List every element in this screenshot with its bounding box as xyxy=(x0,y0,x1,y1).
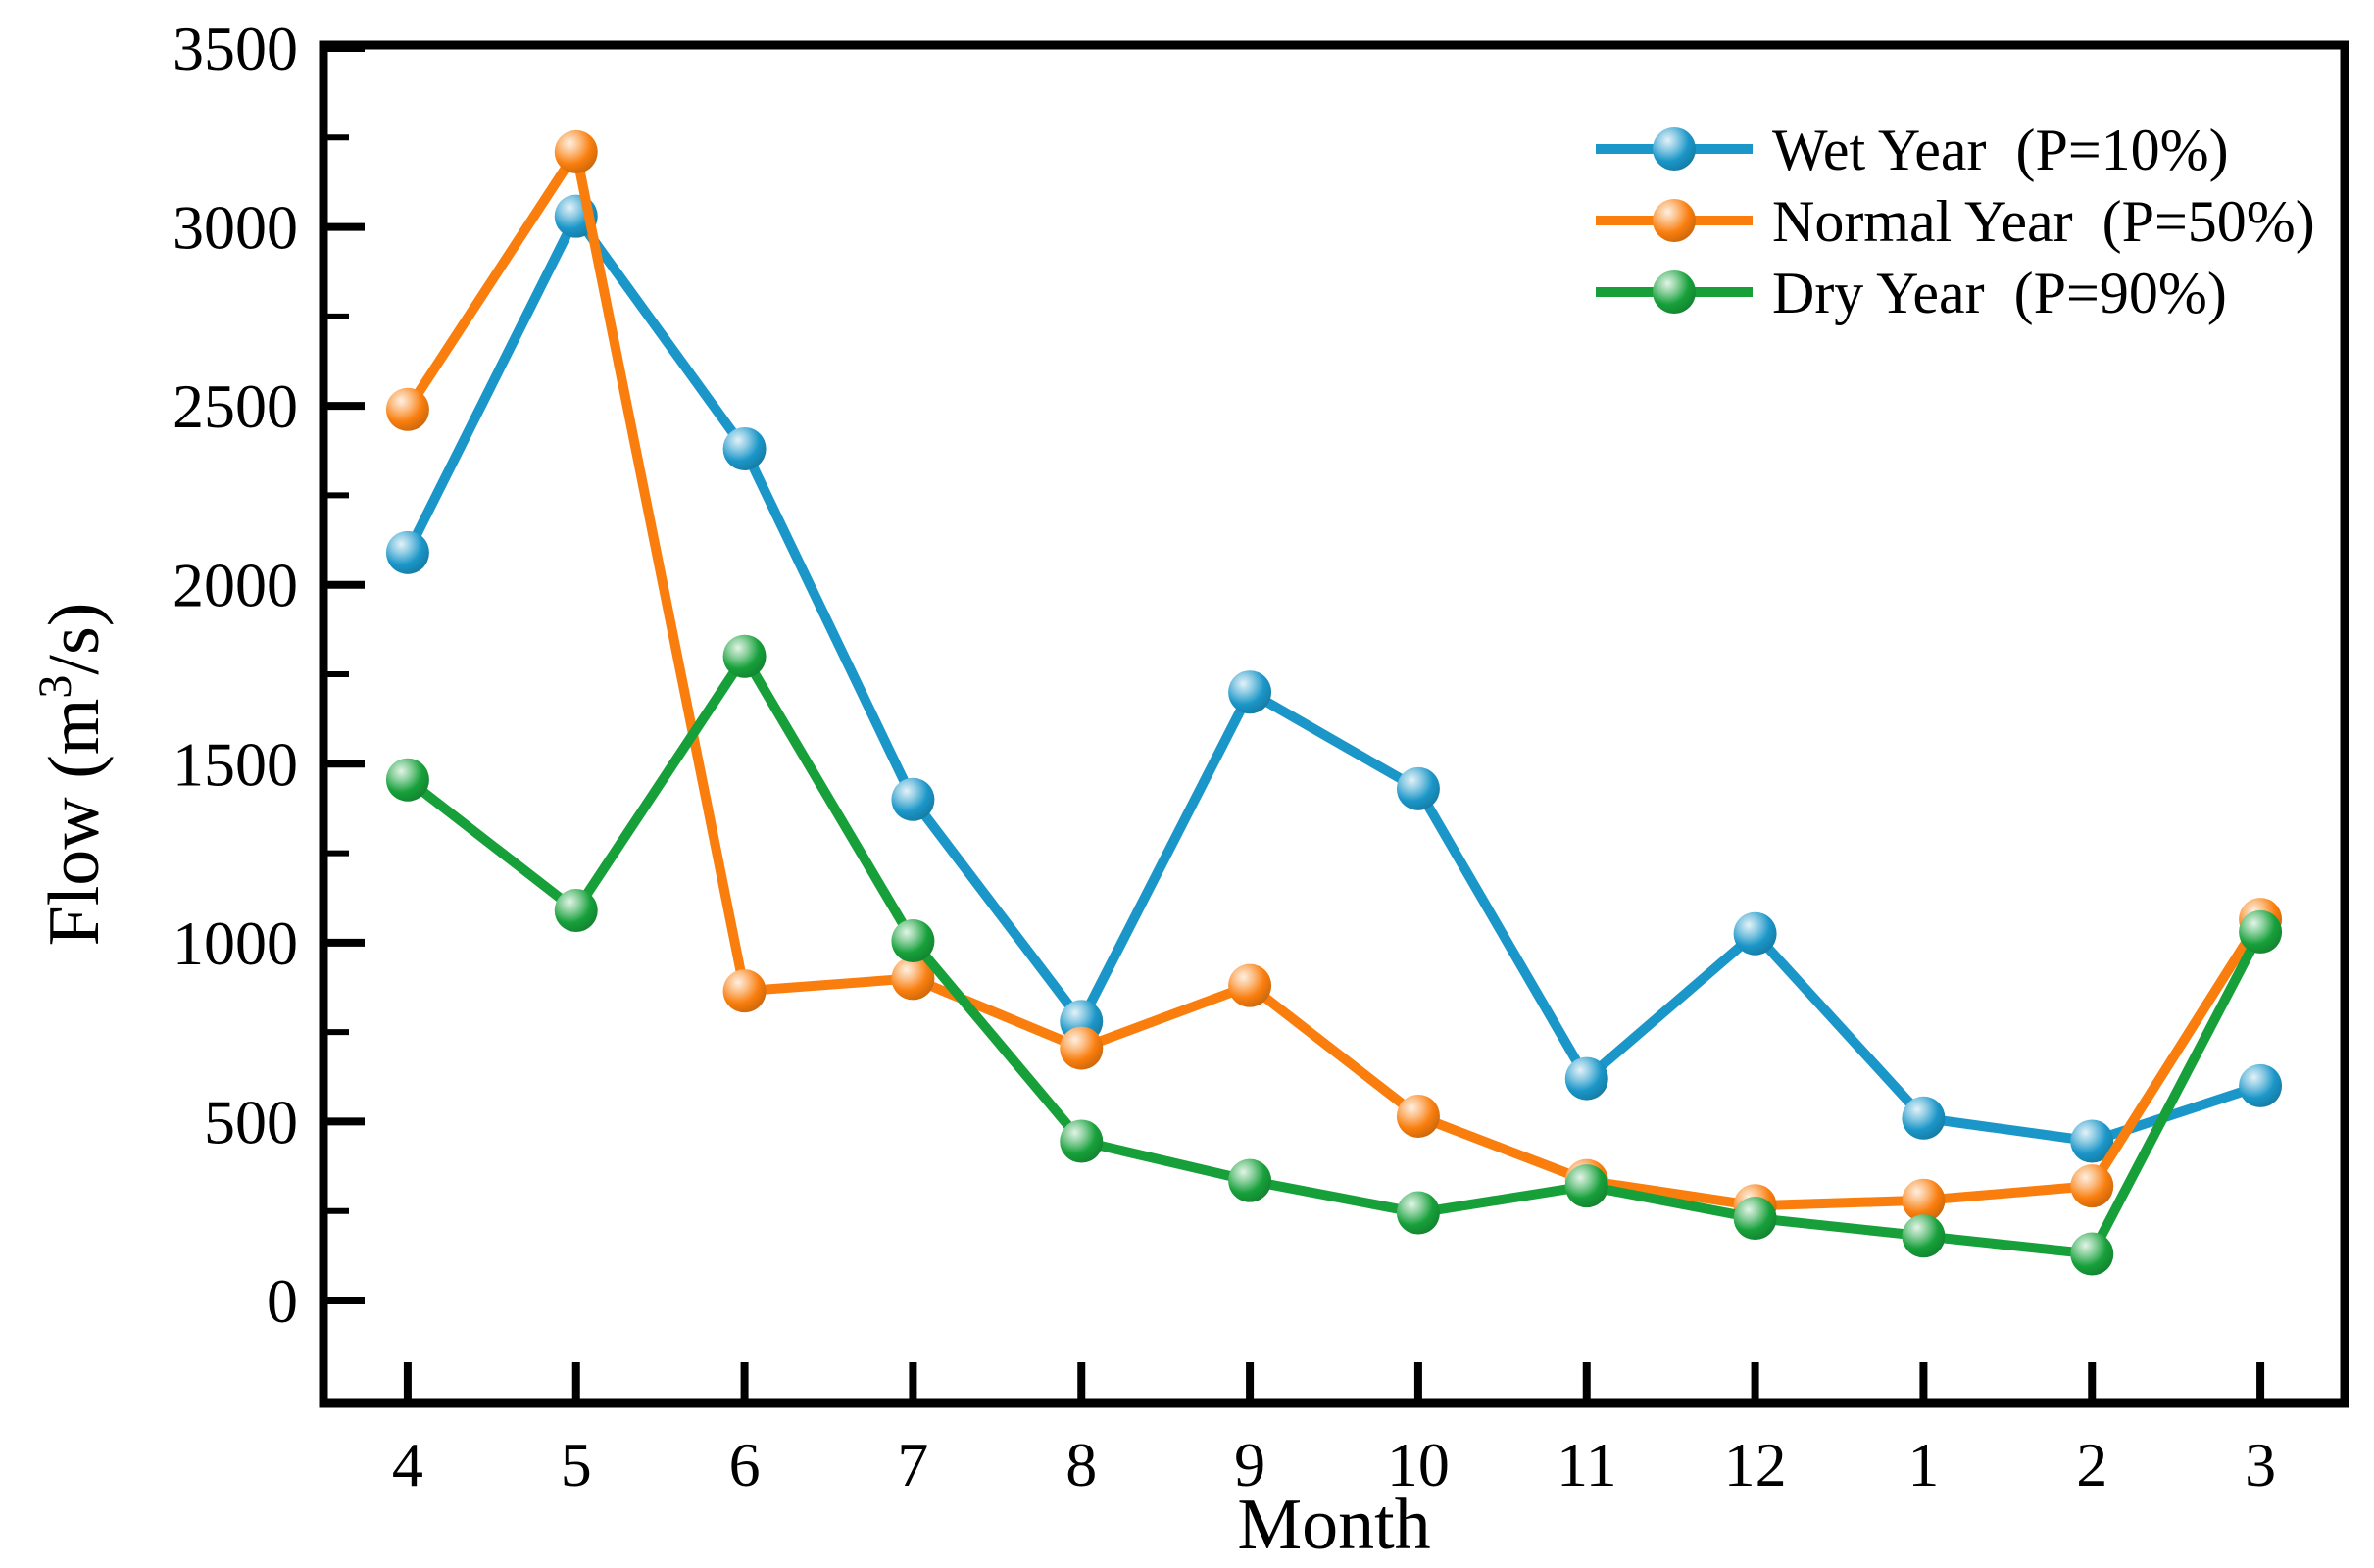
legend-label-dry-year: Dry Year (P=90%) xyxy=(1772,261,2227,325)
data-point-marker xyxy=(1733,911,1777,956)
data-point-marker xyxy=(722,969,767,1013)
series-line-1 xyxy=(402,146,2266,1211)
data-point-marker xyxy=(722,426,767,470)
x-tick-label: 2 xyxy=(2076,1430,2107,1499)
y-tick-label: 0 xyxy=(267,1266,298,1336)
data-point-marker xyxy=(1564,1164,1608,1208)
data-point-marker xyxy=(554,888,598,932)
x-tick-label: 7 xyxy=(897,1430,928,1499)
x-axis-title: Month xyxy=(1237,1485,1430,1563)
legend-label-wet-year: Wet Year (P=10%) xyxy=(1772,118,2229,182)
x-tick-label: 9 xyxy=(1234,1430,1265,1499)
data-point-marker xyxy=(2070,1232,2114,1276)
y-tick-label: 1500 xyxy=(173,729,298,799)
x-tick-label: 10 xyxy=(1387,1430,1450,1499)
x-tick-label: 4 xyxy=(392,1430,423,1499)
data-point-marker xyxy=(1396,766,1440,810)
normal-year-marker-icon xyxy=(1653,199,1696,242)
x-tick-label: 5 xyxy=(561,1430,592,1499)
dry-year-marker-icon xyxy=(1653,270,1696,314)
data-point-marker xyxy=(1902,1178,1946,1222)
legend-item-dry-year: Dry Year (P=90%) xyxy=(1596,261,2227,325)
data-point-marker xyxy=(2070,1164,2114,1208)
data-point-marker xyxy=(891,956,935,1001)
wet-year-marker-icon xyxy=(1653,127,1696,171)
legend-item-normal-year: Normal Year (P=50%) xyxy=(1596,189,2315,254)
plot-frame xyxy=(319,40,2349,1408)
data-point-marker xyxy=(2070,1119,2114,1163)
data-point-marker xyxy=(1902,1214,1946,1258)
x-tick-label: 1 xyxy=(1907,1430,1939,1499)
y-tick-label: 500 xyxy=(204,1087,298,1156)
data-point-marker xyxy=(385,387,429,431)
y-tick-label: 3500 xyxy=(173,14,298,83)
x-tick-label: 6 xyxy=(729,1430,761,1499)
y-tick-label: 2500 xyxy=(173,371,298,441)
data-point-marker xyxy=(2239,909,2283,954)
data-point-marker xyxy=(891,777,935,821)
data-point-marker xyxy=(385,530,429,574)
series-line-2 xyxy=(402,651,2266,1259)
axis-ticks xyxy=(327,44,2265,1399)
data-point-marker xyxy=(1228,670,1272,714)
data-point-marker xyxy=(1564,1056,1608,1101)
x-tick-label: 12 xyxy=(1724,1430,1787,1499)
x-tick-label: 11 xyxy=(1557,1430,1617,1499)
data-point-marker xyxy=(1902,1096,1946,1140)
legend-item-wet-year: Wet Year (P=10%) xyxy=(1596,118,2229,182)
x-tick-label: 8 xyxy=(1065,1430,1097,1499)
data-point-marker xyxy=(385,758,429,802)
legend: Wet Year (P=10%) Normal Year (P=50%) Dry… xyxy=(1596,118,2315,325)
y-tick-label: 3000 xyxy=(173,193,298,263)
data-point-marker xyxy=(1228,1158,1272,1202)
data-series xyxy=(385,129,2283,1276)
x-tick-label: 3 xyxy=(2245,1430,2276,1499)
data-point-marker xyxy=(1228,963,1272,1007)
y-tick-label: 1000 xyxy=(173,908,298,978)
data-point-marker xyxy=(554,129,598,173)
data-point-marker xyxy=(1396,1094,1440,1138)
data-point-marker xyxy=(1733,1197,1777,1241)
series-line-0 xyxy=(402,211,2266,1147)
legend-label-normal-year: Normal Year (P=50%) xyxy=(1772,189,2315,254)
data-point-marker xyxy=(891,919,935,963)
data-point-marker xyxy=(722,634,767,678)
data-point-marker xyxy=(2239,1063,2283,1107)
y-axis-title: Flow (m3/s) xyxy=(29,603,115,947)
data-point-marker xyxy=(1060,1026,1104,1070)
y-tick-label: 2000 xyxy=(173,551,298,620)
data-point-marker xyxy=(1396,1191,1440,1235)
data-point-marker xyxy=(1060,1119,1104,1163)
